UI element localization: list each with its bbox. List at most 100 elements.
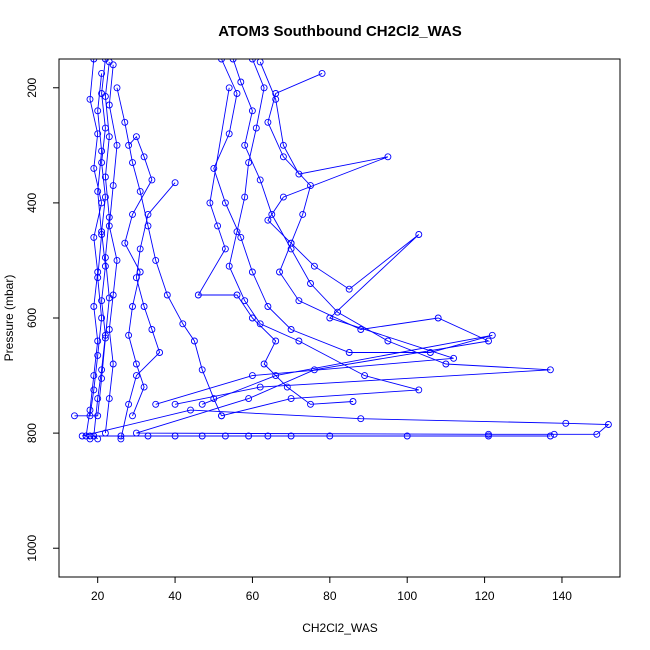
data-point: [264, 432, 272, 440]
data-point: [210, 164, 218, 172]
data-point: [148, 176, 156, 184]
data-point: [272, 337, 280, 345]
data-point: [132, 133, 140, 141]
data-point: [276, 268, 283, 276]
data-point: [90, 233, 98, 241]
data-point: [101, 193, 109, 201]
data-point: [171, 179, 179, 187]
data-point: [105, 133, 113, 141]
data-point: [287, 239, 295, 247]
data-point: [248, 107, 256, 115]
data-point: [268, 210, 276, 218]
data-point: [113, 84, 121, 92]
data-point: [144, 432, 152, 440]
data-point: [98, 366, 106, 374]
data-point: [94, 130, 102, 138]
data-point: [171, 432, 179, 440]
data-point: [125, 400, 133, 408]
data-point: [98, 159, 106, 167]
data-point: [117, 432, 125, 440]
data-point: [233, 90, 241, 97]
x-tick-label: 140: [552, 589, 572, 603]
data-point: [94, 107, 102, 115]
data-point: [318, 69, 326, 77]
data-point: [156, 349, 164, 356]
x-tick-label: 80: [323, 589, 337, 603]
series-line: [197, 87, 354, 405]
data-point: [287, 395, 295, 403]
data-point: [415, 386, 423, 394]
data-point: [256, 176, 264, 184]
data-point: [256, 59, 264, 66]
data-point: [98, 374, 106, 382]
data-point: [94, 412, 102, 420]
data-point: [113, 141, 121, 149]
data-point: [256, 320, 264, 328]
data-point: [307, 182, 314, 190]
data-point: [148, 326, 156, 333]
data-point: [179, 320, 187, 328]
data-point: [245, 432, 253, 440]
data-point: [229, 59, 237, 63]
data-point: [403, 432, 411, 440]
data-point: [94, 395, 102, 403]
data-point: [307, 280, 314, 287]
data-point: [345, 349, 353, 356]
data-point: [260, 84, 268, 92]
data-point: [287, 326, 295, 333]
data-point: [218, 59, 225, 63]
data-point: [125, 141, 133, 149]
data-point: [225, 84, 233, 92]
series-line: [93, 59, 106, 440]
y-tick-label: 400: [25, 193, 39, 213]
data-point: [101, 59, 109, 63]
data-point: [252, 124, 260, 132]
data-point: [272, 372, 280, 380]
data-point: [260, 360, 268, 368]
series-line: [104, 64, 118, 434]
data-point: [98, 147, 106, 155]
data-point: [310, 366, 318, 374]
data-point: [237, 78, 245, 86]
data-point: [101, 334, 109, 342]
data-point: [125, 331, 133, 339]
data-point: [98, 314, 106, 322]
series-line: [82, 72, 610, 437]
data-point: [310, 262, 318, 270]
data-point: [562, 419, 570, 427]
data-point: [233, 291, 241, 299]
data-point: [299, 210, 307, 218]
data-point: [105, 222, 113, 230]
data-point: [426, 349, 434, 356]
data-point: [357, 415, 365, 423]
data-point: [98, 297, 106, 305]
data-point: [194, 291, 202, 299]
series-line: [116, 87, 222, 416]
data-point: [307, 400, 314, 408]
data-point: [546, 366, 554, 374]
data-point: [241, 297, 249, 305]
data-point: [71, 412, 78, 420]
x-tick-label: 20: [91, 589, 105, 603]
data-point: [132, 360, 140, 368]
data-point: [225, 130, 233, 138]
chart-title: ATOM3 Southbound CH2Cl2_WAS: [218, 23, 462, 40]
data-point: [136, 268, 144, 276]
data-point: [198, 432, 206, 440]
data-point: [171, 400, 179, 408]
data-point: [105, 59, 113, 66]
data-point: [593, 430, 601, 438]
data-point: [144, 222, 152, 230]
data-point: [90, 59, 98, 63]
data-point: [550, 430, 558, 438]
data-point: [132, 274, 140, 282]
series-line: [89, 73, 103, 416]
y-tick-label: 600: [25, 308, 39, 328]
data-point: [90, 164, 98, 172]
y-axis-label: Pressure (mbar): [2, 275, 16, 362]
data-point: [334, 308, 342, 316]
data-point: [90, 372, 98, 380]
data-point: [221, 432, 229, 440]
